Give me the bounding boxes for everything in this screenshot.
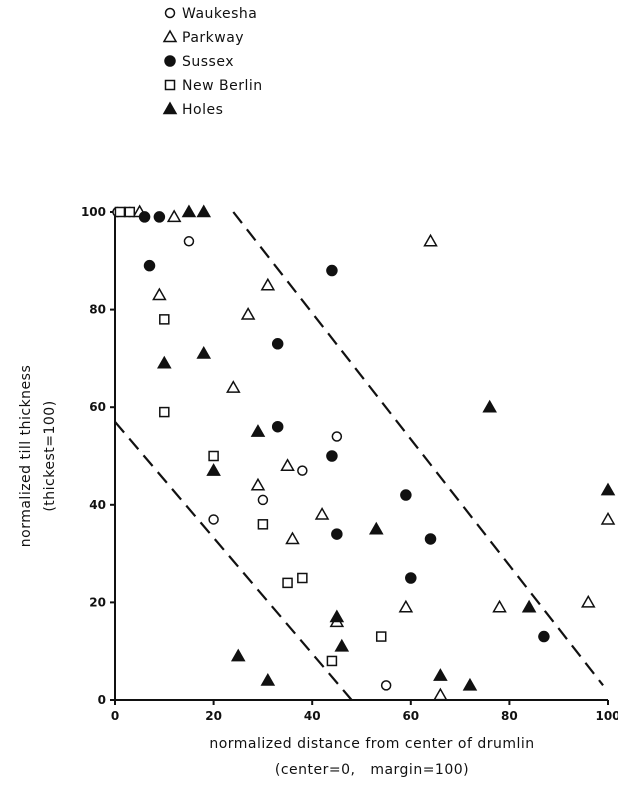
- sussex-point: [153, 211, 166, 223]
- holes-point: [260, 672, 276, 686]
- parkway-point: [285, 531, 300, 545]
- new-berlin-point: [282, 577, 293, 589]
- y-tick-label: 80: [89, 303, 106, 317]
- legend-marker-new-berlin: [164, 79, 176, 91]
- holes-point: [334, 638, 350, 652]
- waukesha-point: [331, 431, 343, 442]
- x-tick-label: 100: [595, 709, 618, 723]
- x-axis-subtitle: (center=0, margin=100): [275, 762, 469, 778]
- holes-point: [462, 677, 478, 691]
- x-tick-label: 80: [501, 709, 518, 723]
- waukesha-point: [297, 465, 308, 476]
- new-berlin-point: [326, 655, 338, 667]
- legend-marker-waukesha: [164, 7, 176, 19]
- new-berlin-point: [257, 519, 269, 530]
- legend-label-holes: Holes: [182, 102, 223, 118]
- legend-marker-sussex: [164, 55, 176, 67]
- y-tick-label: 100: [81, 205, 106, 219]
- ticks: 0 20 40 60 80 100 0 20 40 60 80 100: [81, 205, 618, 723]
- sussex-point: [424, 533, 437, 545]
- holes-point: [329, 609, 345, 623]
- parkway-point: [280, 458, 295, 472]
- parkway-point: [398, 599, 414, 613]
- holes-point: [250, 424, 266, 437]
- holes-point: [521, 599, 537, 613]
- holes-point: [181, 204, 197, 218]
- waukesha-point: [183, 236, 195, 247]
- waukesha-point: [380, 680, 392, 691]
- parkway-point: [580, 594, 596, 608]
- legend-label-waukesha: Waukesha: [182, 6, 257, 22]
- holes-point: [230, 648, 246, 662]
- data-points: [112, 204, 616, 701]
- x-tick-label: 60: [402, 709, 419, 723]
- waukesha-point: [257, 494, 269, 506]
- sussex-point: [271, 420, 284, 433]
- sussex-point: [400, 489, 412, 501]
- new-berlin-point: [159, 406, 170, 418]
- parkway-point: [250, 477, 266, 491]
- y-tick-label: 20: [89, 595, 106, 609]
- legend-label-sussex: Sussex: [182, 54, 234, 70]
- dashed-envelope-line: [232, 211, 604, 687]
- holes-point: [206, 463, 221, 476]
- new-berlin-point: [124, 206, 136, 218]
- legend-marker-parkway: [162, 29, 178, 43]
- x-tick-label: 40: [304, 709, 321, 723]
- parkway-point: [260, 277, 276, 291]
- holes-point: [368, 521, 384, 535]
- new-berlin-point: [208, 450, 219, 462]
- waukesha-point: [208, 514, 219, 525]
- sussex-point: [326, 264, 338, 277]
- parkway-point: [314, 507, 330, 520]
- axes: [114, 212, 608, 701]
- sussex-point: [138, 211, 151, 223]
- y-tick-label: 40: [89, 498, 106, 512]
- y-axis-title: normalized till thickness: [18, 365, 34, 547]
- parkway-point: [152, 287, 167, 301]
- holes-point: [600, 482, 616, 496]
- new-berlin-point: [159, 314, 170, 325]
- parkway-point: [166, 209, 182, 223]
- parkway-point: [423, 233, 438, 247]
- sussex-point: [405, 572, 417, 584]
- y-tick-label: 0: [98, 693, 106, 707]
- sussex-point: [538, 630, 550, 643]
- x-axis-title: normalized distance from center of druml…: [209, 736, 534, 752]
- legend-marker-holes: [162, 101, 178, 115]
- holes-point: [196, 346, 212, 359]
- parkway-point: [492, 599, 507, 613]
- new-berlin-point: [114, 206, 126, 218]
- sussex-point: [331, 528, 343, 540]
- holes-point: [196, 204, 212, 218]
- sussex-point: [143, 259, 156, 272]
- parkway-point: [433, 687, 448, 701]
- dashed-envelope-line: [114, 421, 353, 701]
- sussex-point: [326, 450, 338, 462]
- parkway-point: [240, 306, 256, 320]
- y-tick-label: 60: [89, 400, 106, 414]
- sussex-point: [271, 338, 284, 350]
- envelopes: [114, 211, 604, 701]
- y-axis-subtitle: (thickest=100): [42, 400, 58, 511]
- legend-label-parkway: Parkway: [182, 30, 244, 46]
- holes-point: [433, 668, 448, 681]
- x-tick-label: 20: [205, 709, 222, 723]
- parkway-point: [226, 380, 241, 393]
- holes-point: [157, 355, 172, 369]
- new-berlin-point: [297, 572, 308, 584]
- new-berlin-point: [375, 631, 387, 642]
- legend: Waukesha Parkway Sussex New Berlin Holes: [162, 6, 263, 118]
- x-tick-label: 0: [111, 709, 119, 723]
- legend-label-new-berlin: New Berlin: [182, 78, 263, 94]
- holes-point: [482, 399, 497, 413]
- parkway-point: [600, 511, 616, 525]
